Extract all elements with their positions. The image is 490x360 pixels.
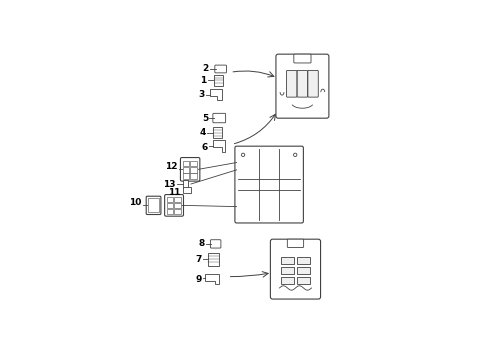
Bar xyxy=(190,173,197,179)
Text: 3: 3 xyxy=(198,90,204,99)
Text: 5: 5 xyxy=(202,113,208,122)
Bar xyxy=(213,127,222,138)
Bar xyxy=(183,173,190,179)
Bar xyxy=(281,257,294,264)
FancyBboxPatch shape xyxy=(297,71,308,97)
Circle shape xyxy=(242,153,245,157)
Bar xyxy=(297,278,310,284)
Text: 4: 4 xyxy=(200,128,206,137)
FancyBboxPatch shape xyxy=(270,239,320,299)
FancyBboxPatch shape xyxy=(235,146,303,223)
FancyBboxPatch shape xyxy=(180,158,200,181)
Bar xyxy=(167,203,173,208)
Bar xyxy=(183,161,190,166)
Bar xyxy=(148,198,159,212)
Bar xyxy=(297,257,310,264)
Bar xyxy=(297,267,310,274)
Bar xyxy=(167,209,173,214)
Bar xyxy=(208,253,219,266)
FancyBboxPatch shape xyxy=(215,65,226,73)
Bar xyxy=(174,209,180,214)
Text: 12: 12 xyxy=(165,162,178,171)
FancyBboxPatch shape xyxy=(287,71,297,97)
FancyBboxPatch shape xyxy=(165,194,183,216)
Bar xyxy=(281,267,294,274)
Text: 9: 9 xyxy=(196,275,202,284)
Text: 11: 11 xyxy=(168,188,180,197)
FancyBboxPatch shape xyxy=(213,113,225,123)
FancyBboxPatch shape xyxy=(287,239,304,247)
Bar xyxy=(174,203,180,208)
Text: 13: 13 xyxy=(163,180,176,189)
FancyBboxPatch shape xyxy=(210,240,221,248)
FancyBboxPatch shape xyxy=(294,54,311,63)
Text: 6: 6 xyxy=(201,143,208,152)
Polygon shape xyxy=(213,140,225,152)
Bar xyxy=(183,167,190,172)
FancyBboxPatch shape xyxy=(308,71,319,97)
Bar xyxy=(183,187,191,193)
Text: 1: 1 xyxy=(200,76,207,85)
Bar xyxy=(190,167,197,172)
Bar xyxy=(174,197,180,202)
Text: 7: 7 xyxy=(196,255,202,264)
Polygon shape xyxy=(210,90,222,100)
Bar xyxy=(281,278,294,284)
Bar xyxy=(167,197,173,202)
FancyBboxPatch shape xyxy=(276,54,329,118)
Bar xyxy=(190,161,197,166)
Text: 8: 8 xyxy=(198,239,204,248)
Text: 10: 10 xyxy=(129,198,142,207)
Polygon shape xyxy=(205,274,219,284)
Bar xyxy=(183,180,188,188)
Text: 2: 2 xyxy=(203,64,209,73)
Circle shape xyxy=(294,153,297,157)
FancyBboxPatch shape xyxy=(146,196,161,215)
Bar xyxy=(214,75,223,86)
